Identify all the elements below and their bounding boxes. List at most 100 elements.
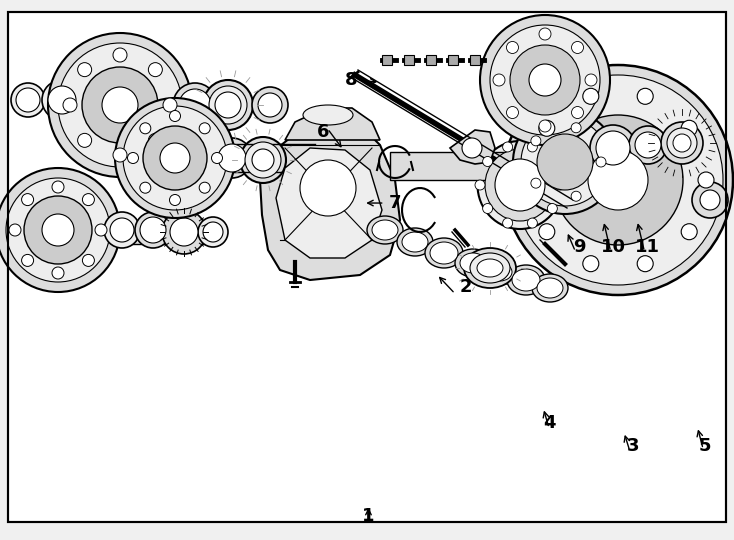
Circle shape bbox=[572, 106, 584, 118]
Ellipse shape bbox=[478, 141, 562, 229]
Ellipse shape bbox=[455, 249, 491, 277]
Text: 11: 11 bbox=[635, 238, 660, 256]
Circle shape bbox=[692, 182, 728, 218]
Ellipse shape bbox=[303, 105, 353, 125]
Circle shape bbox=[78, 63, 92, 77]
Circle shape bbox=[52, 181, 64, 193]
Ellipse shape bbox=[179, 89, 211, 121]
Circle shape bbox=[539, 120, 551, 132]
Ellipse shape bbox=[532, 274, 568, 302]
Ellipse shape bbox=[661, 122, 703, 164]
Ellipse shape bbox=[460, 253, 486, 273]
Circle shape bbox=[48, 33, 192, 177]
Circle shape bbox=[115, 98, 235, 218]
Circle shape bbox=[513, 75, 723, 285]
Circle shape bbox=[143, 126, 207, 190]
Text: 8: 8 bbox=[345, 71, 357, 89]
Circle shape bbox=[300, 160, 356, 216]
Bar bbox=[404, 55, 414, 65]
Bar bbox=[120, 220, 220, 244]
Circle shape bbox=[162, 210, 206, 254]
Ellipse shape bbox=[537, 278, 563, 298]
Circle shape bbox=[506, 42, 518, 53]
Ellipse shape bbox=[673, 134, 691, 152]
Circle shape bbox=[475, 180, 485, 190]
Circle shape bbox=[6, 178, 110, 282]
Text: 2: 2 bbox=[459, 278, 472, 296]
Ellipse shape bbox=[48, 86, 76, 114]
Circle shape bbox=[24, 196, 92, 264]
Circle shape bbox=[506, 106, 518, 118]
Circle shape bbox=[9, 224, 21, 236]
Circle shape bbox=[539, 28, 551, 40]
Circle shape bbox=[571, 191, 581, 201]
Circle shape bbox=[585, 74, 597, 86]
Circle shape bbox=[58, 43, 182, 167]
Circle shape bbox=[21, 194, 34, 206]
Circle shape bbox=[52, 267, 64, 279]
Ellipse shape bbox=[485, 149, 555, 221]
Circle shape bbox=[78, 133, 92, 147]
Ellipse shape bbox=[488, 263, 512, 281]
Circle shape bbox=[170, 194, 181, 206]
Circle shape bbox=[0, 168, 120, 292]
Circle shape bbox=[82, 67, 158, 143]
Ellipse shape bbox=[215, 92, 241, 118]
Bar bbox=[470, 55, 480, 65]
Ellipse shape bbox=[203, 80, 253, 130]
Circle shape bbox=[698, 172, 714, 188]
Circle shape bbox=[102, 87, 138, 123]
Ellipse shape bbox=[430, 242, 458, 264]
Circle shape bbox=[527, 218, 537, 228]
Circle shape bbox=[637, 89, 653, 104]
Ellipse shape bbox=[367, 216, 403, 244]
Circle shape bbox=[596, 157, 606, 167]
Circle shape bbox=[148, 133, 162, 147]
Ellipse shape bbox=[173, 83, 217, 127]
Bar bbox=[390, 152, 570, 180]
Circle shape bbox=[521, 118, 609, 206]
Circle shape bbox=[555, 180, 565, 190]
Ellipse shape bbox=[596, 131, 630, 165]
Ellipse shape bbox=[372, 220, 398, 240]
Circle shape bbox=[163, 98, 177, 112]
Ellipse shape bbox=[140, 217, 166, 243]
Circle shape bbox=[681, 120, 697, 136]
Ellipse shape bbox=[240, 137, 286, 183]
Circle shape bbox=[681, 224, 697, 240]
Circle shape bbox=[503, 142, 512, 152]
Ellipse shape bbox=[209, 86, 247, 124]
Ellipse shape bbox=[252, 149, 274, 171]
Circle shape bbox=[113, 48, 127, 62]
Ellipse shape bbox=[495, 159, 545, 211]
Ellipse shape bbox=[42, 80, 82, 120]
Circle shape bbox=[82, 254, 95, 266]
Circle shape bbox=[199, 123, 210, 134]
Circle shape bbox=[529, 64, 561, 96]
Circle shape bbox=[539, 224, 555, 240]
Circle shape bbox=[531, 136, 541, 146]
Circle shape bbox=[82, 194, 95, 206]
Circle shape bbox=[128, 152, 139, 164]
Circle shape bbox=[483, 204, 493, 213]
Ellipse shape bbox=[483, 259, 517, 285]
Ellipse shape bbox=[507, 265, 545, 295]
Ellipse shape bbox=[629, 126, 667, 164]
Ellipse shape bbox=[11, 83, 45, 117]
Circle shape bbox=[548, 204, 557, 213]
Circle shape bbox=[160, 143, 190, 173]
Circle shape bbox=[483, 157, 493, 166]
Circle shape bbox=[199, 182, 210, 193]
Circle shape bbox=[537, 134, 593, 190]
Ellipse shape bbox=[16, 88, 40, 112]
Polygon shape bbox=[260, 120, 400, 280]
Circle shape bbox=[170, 111, 181, 122]
Ellipse shape bbox=[110, 218, 134, 242]
Circle shape bbox=[211, 152, 222, 164]
Ellipse shape bbox=[258, 93, 282, 117]
Circle shape bbox=[539, 120, 555, 136]
Bar bbox=[448, 55, 458, 65]
Circle shape bbox=[63, 98, 77, 112]
Polygon shape bbox=[285, 108, 380, 140]
Circle shape bbox=[148, 63, 162, 77]
